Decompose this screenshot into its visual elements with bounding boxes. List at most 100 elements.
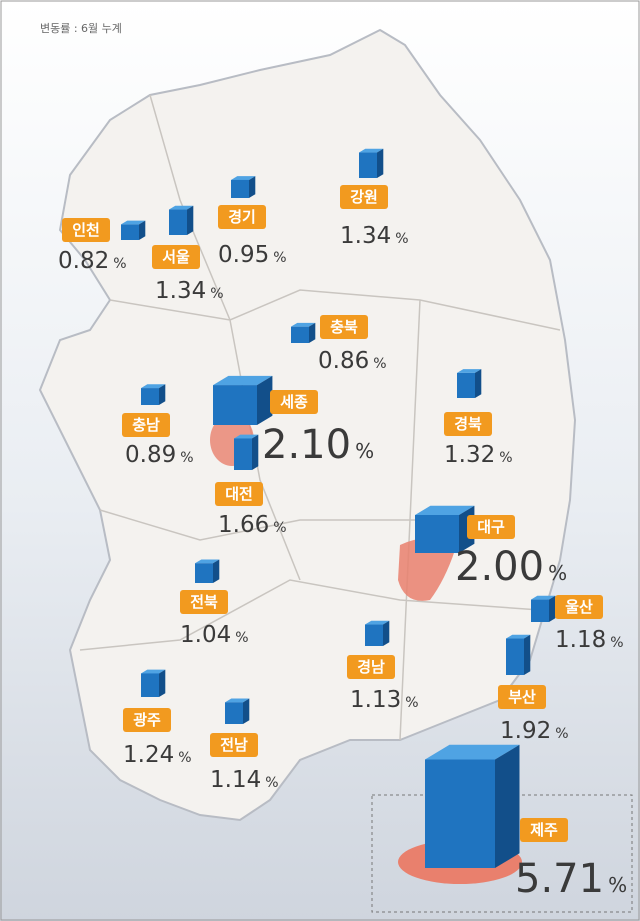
bar-front (415, 515, 459, 553)
region-value: 1.34 (340, 223, 391, 249)
unit: % (555, 726, 568, 742)
bar-side (249, 176, 256, 198)
bar (121, 220, 146, 240)
region-name: 세종 (280, 393, 308, 411)
region-name: 울산 (565, 598, 593, 616)
bar-front (359, 152, 377, 178)
unit: % (355, 439, 374, 463)
region-value: 5.71 (515, 856, 604, 902)
region-name: 광주 (133, 711, 161, 729)
bar-front (457, 372, 475, 398)
region-label-box (444, 412, 492, 436)
region-name: 부산 (508, 688, 536, 706)
bar (213, 375, 273, 425)
region-value: 0.86 (318, 348, 369, 374)
region-value: 1.24 (123, 742, 174, 768)
region-name: 인천 (72, 221, 100, 239)
region-label-box (498, 685, 546, 709)
region-label-box (340, 185, 388, 209)
bar-side (139, 220, 146, 240)
region-name: 충남 (132, 416, 160, 434)
region-name: 경기 (228, 208, 256, 226)
bar-side (383, 620, 390, 646)
unit: % (235, 630, 248, 646)
region-value: 1.04 (180, 622, 231, 648)
bar-front (121, 224, 139, 240)
region-borders (79, 94, 561, 741)
bar-side (243, 698, 250, 724)
bar-front (365, 624, 383, 646)
region-name: 경북 (454, 415, 482, 433)
region-label-box (152, 245, 200, 269)
bar (365, 620, 390, 646)
region-label-box (520, 818, 568, 842)
bar (457, 369, 482, 398)
unit: % (273, 250, 286, 266)
bar-top (415, 505, 475, 515)
region-value: 1.66 (218, 512, 269, 538)
region-name: 전남 (220, 736, 248, 754)
region-value: 1.13 (350, 687, 401, 713)
bar-front (531, 599, 549, 622)
unit: % (405, 695, 418, 711)
bar-front (225, 702, 243, 724)
bar (234, 434, 259, 470)
bar-front (231, 179, 249, 198)
region-label-box (555, 595, 603, 619)
unit: % (373, 356, 386, 372)
bar-side (213, 559, 220, 583)
bar-side (159, 669, 166, 697)
bar-top (291, 322, 316, 327)
region-label-box (123, 708, 171, 732)
bar (195, 559, 220, 583)
bar-top (121, 220, 146, 225)
region-label-box (122, 413, 170, 437)
region-label-box (270, 390, 318, 414)
bar (506, 634, 531, 675)
bar-front (291, 326, 309, 343)
unit: % (499, 450, 512, 466)
highlight-daegu (398, 538, 455, 601)
bar-top (195, 559, 220, 564)
bar-top (359, 148, 384, 153)
note: 변동률 : 6월 누계 (40, 22, 122, 35)
bar-top (225, 698, 250, 703)
bar-front (506, 638, 524, 675)
unit: % (608, 873, 627, 897)
bar-side (377, 148, 384, 178)
region-label-box (62, 218, 110, 242)
region-name: 전북 (190, 593, 218, 611)
region-label-box (347, 655, 395, 679)
region-value: 1.92 (500, 718, 551, 744)
region-label-box (180, 590, 228, 614)
bar-side (549, 595, 556, 622)
region-name: 충북 (330, 318, 358, 336)
region-name: 제주 (530, 821, 558, 839)
bar-top (213, 375, 273, 386)
bar-front (141, 388, 159, 405)
region-value: 2.00 (455, 544, 544, 590)
bar (231, 176, 256, 198)
unit: % (548, 561, 567, 585)
bar (169, 205, 194, 235)
region-label-box (320, 315, 368, 339)
unit: % (265, 775, 278, 791)
region-name: 대전 (225, 485, 253, 503)
bar-top (531, 595, 556, 600)
bar-front (195, 563, 213, 583)
region-value: 1.34 (155, 278, 206, 304)
region-value: 1.32 (444, 442, 495, 468)
region-value: 1.14 (210, 767, 261, 793)
bar-front (234, 438, 252, 470)
region-label-box (218, 205, 266, 229)
bar-side (252, 434, 259, 470)
bar-side (309, 322, 316, 343)
bar-side (475, 369, 482, 398)
bar (141, 384, 166, 405)
region-value: 2.10 (262, 422, 351, 468)
bar-side (159, 384, 166, 405)
bar (359, 148, 384, 178)
bar (531, 595, 556, 622)
bar-top (141, 669, 166, 674)
